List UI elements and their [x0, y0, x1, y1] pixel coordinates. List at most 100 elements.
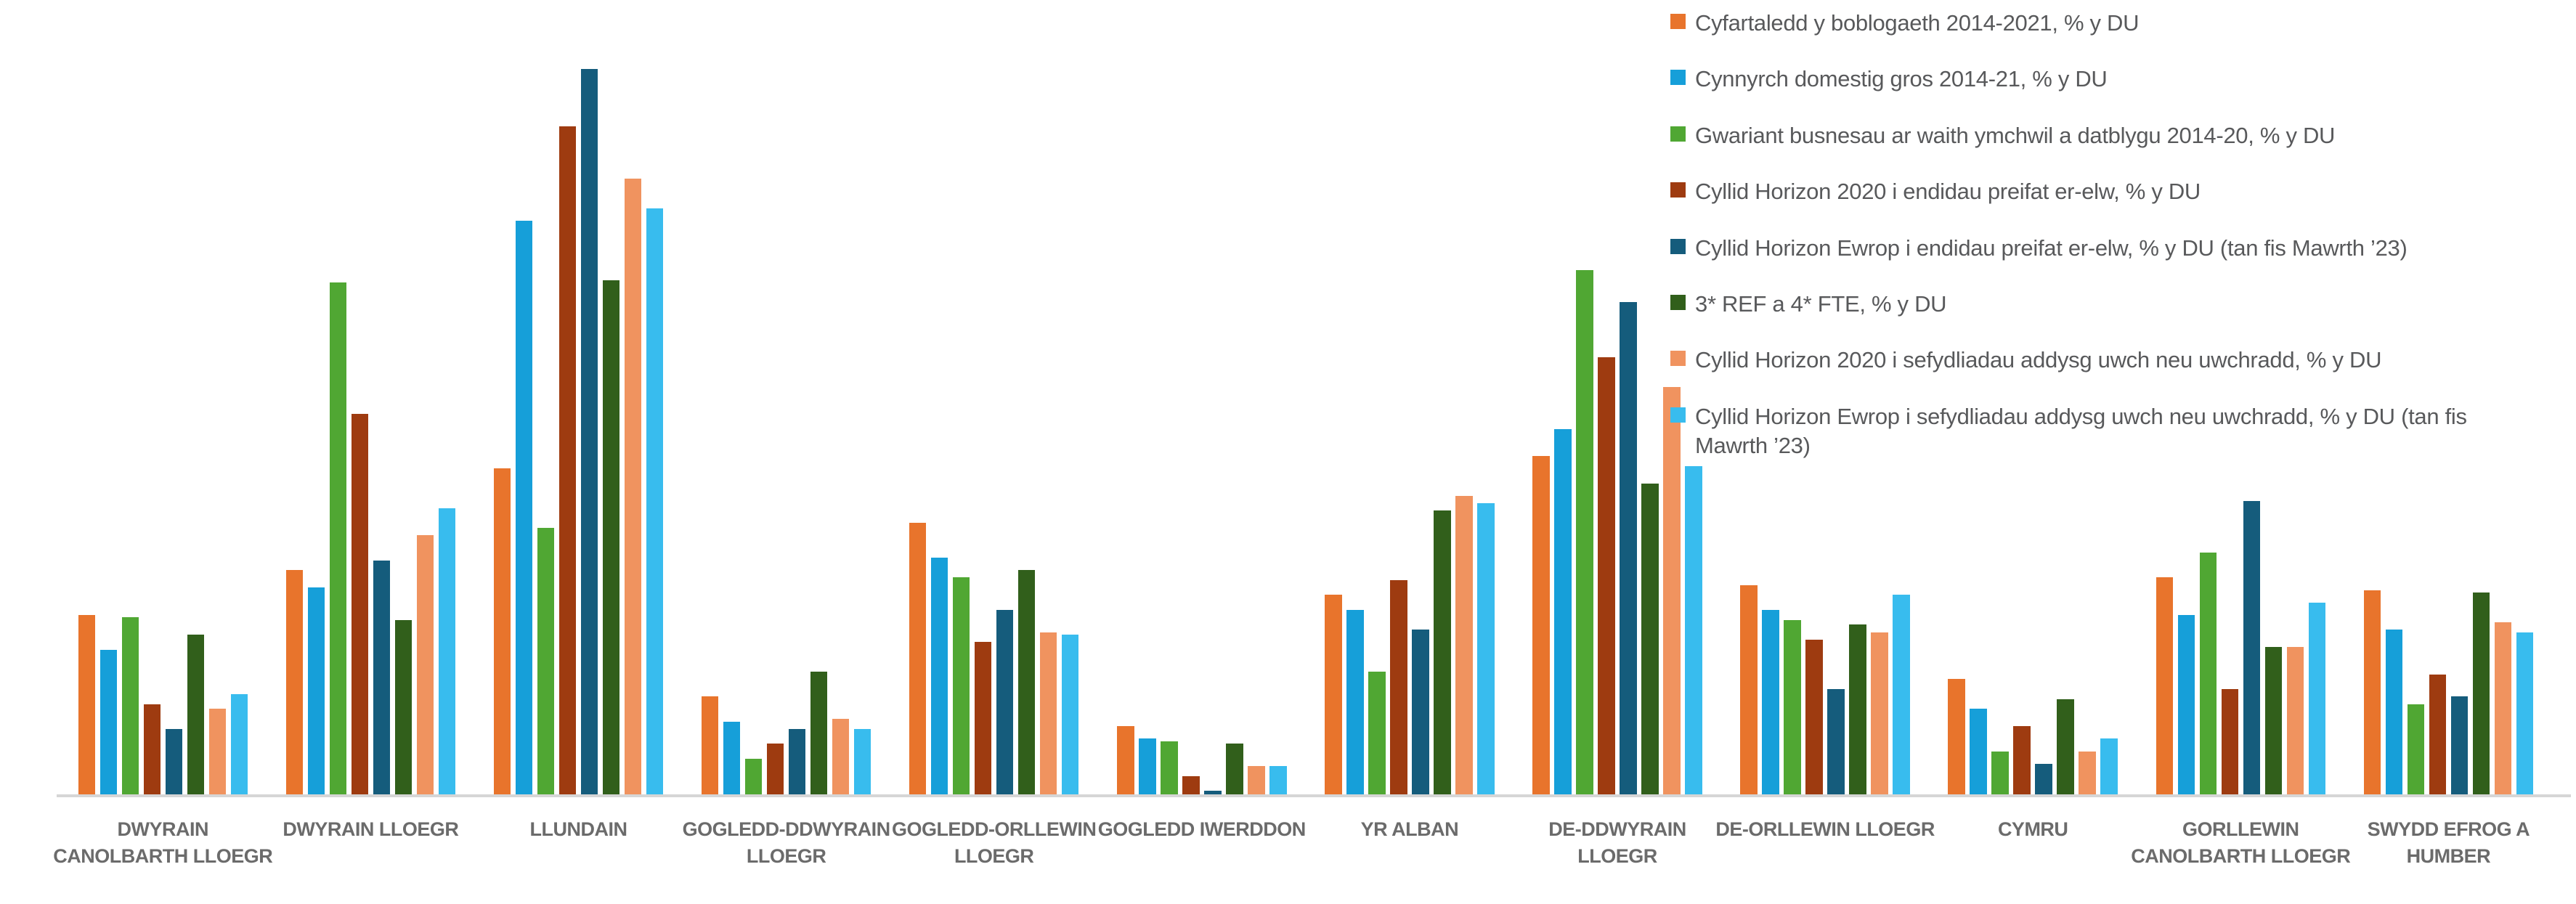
bar-series-7-3 — [624, 179, 642, 796]
x-axis-label: GOGLEDD-DDWYRAIN LLOEGR — [663, 816, 910, 870]
bar-series-6-8 — [1641, 484, 1659, 796]
bar-series-1-6 — [1117, 726, 1134, 796]
legend-label: Cynnyrch domestig gros 2014-21, % y DU — [1695, 66, 2108, 91]
legend-item: Gwariant busnesau ar waith ymchwil a dat… — [1670, 121, 2545, 150]
bar-series-4-11 — [2221, 689, 2239, 796]
bar-series-1-5 — [909, 523, 927, 796]
legend-item: Cynnyrch domestig gros 2014-21, % y DU — [1670, 65, 2545, 94]
legend-swatch-icon — [1670, 407, 1686, 423]
bar-series-1-1 — [78, 615, 96, 796]
bar-series-2-1 — [99, 650, 118, 796]
x-axis-label-line: GORLLEWIN — [2182, 818, 2299, 840]
x-axis-label: DE-DDWYRAIN LLOEGR — [1494, 816, 1741, 870]
bar-series-5-12 — [2450, 696, 2469, 796]
legend-swatch-icon — [1670, 295, 1686, 310]
bar-series-4-12 — [2429, 675, 2447, 796]
bar-series-6-7 — [1434, 510, 1451, 796]
bar-series-8-9 — [1893, 595, 1910, 796]
bar-series-1-9 — [1740, 585, 1758, 796]
bar-series-3-1 — [121, 617, 139, 796]
bar-series-4-8 — [1598, 357, 1615, 796]
bar-series-7-6 — [1248, 766, 1265, 796]
bar-series-7-5 — [1039, 632, 1057, 796]
bar-series-6-4 — [810, 672, 828, 796]
legend-swatch-icon — [1670, 239, 1686, 254]
bar-series-4-9 — [1805, 640, 1823, 796]
x-axis-label-line: GOGLEDD IWERDDON — [1097, 818, 1307, 840]
bar-series-8-2 — [438, 508, 456, 796]
bar-series-6-1 — [187, 635, 205, 796]
legend-label: Cyfartaledd y boblogaeth 2014-2021, % y … — [1695, 10, 2140, 36]
bar-series-5-2 — [373, 561, 391, 796]
bar-series-2-4 — [723, 722, 741, 796]
bar-series-4-10 — [2013, 726, 2031, 796]
bar-series-3-3 — [537, 528, 555, 796]
bar-series-2-5 — [930, 558, 948, 796]
bar-series-8-8 — [1685, 466, 1702, 796]
bar-series-8-5 — [1061, 635, 1079, 796]
bar-series-8-1 — [230, 694, 248, 796]
bar-series-4-5 — [974, 642, 992, 796]
bar-series-5-1 — [165, 729, 183, 796]
bar-series-7-1 — [208, 709, 227, 796]
legend-item: Cyllid Horizon Ewrop i endidau preifat e… — [1670, 234, 2545, 263]
bar-series-3-8 — [1576, 270, 1593, 796]
bar-series-6-9 — [1849, 624, 1866, 796]
bar-series-1-4 — [701, 696, 719, 796]
bar-series-5-7 — [1412, 630, 1429, 796]
bar-series-4-3 — [558, 126, 577, 796]
legend-label: Cyllid Horizon 2020 i sefydliadau addysg… — [1695, 347, 2382, 372]
bar-series-5-10 — [2035, 764, 2052, 796]
x-axis-label: CYMRU — [1909, 816, 2156, 843]
bar-series-5-11 — [2243, 501, 2261, 796]
x-axis-label: GOGLEDD IWERDDON — [1078, 816, 1325, 843]
bar-series-6-3 — [602, 280, 620, 796]
bar-series-7-8 — [1663, 387, 1681, 796]
bar-series-2-8 — [1554, 429, 1572, 796]
x-axis-label-line: LLOEGR — [954, 845, 1034, 867]
bar-series-8-11 — [2308, 603, 2326, 796]
x-axis-label: SWYDD EFROG A HUMBER — [2325, 816, 2572, 870]
bar-series-7-9 — [1871, 632, 1888, 796]
x-axis-label-line: GOGLEDD-ORLLEWIN — [891, 818, 1097, 840]
legend-item: Cyfartaledd y boblogaeth 2014-2021, % y … — [1670, 9, 2545, 38]
bar-series-5-4 — [788, 729, 806, 796]
bar-series-6-2 — [394, 620, 413, 796]
legend-item: Cyllid Horizon 2020 i endidau preifat er… — [1670, 177, 2545, 206]
bar-series-3-2 — [329, 282, 347, 796]
legend-item: Cyllid Horizon Ewrop i sefydliadau addys… — [1670, 402, 2545, 460]
x-axis-label-line: YR ALBAN — [1360, 818, 1459, 840]
bar-series-6-10 — [2057, 699, 2074, 796]
bar-series-2-2 — [307, 587, 325, 796]
bar-series-5-6 — [1204, 791, 1222, 796]
bar-series-2-12 — [2385, 630, 2403, 796]
x-axis-label-line: SWYDD EFROG A — [2367, 818, 2530, 840]
bar-series-1-3 — [493, 468, 511, 796]
legend-item: 3* REF a 4* FTE, % y DU — [1670, 290, 2545, 319]
bar-series-8-12 — [2516, 632, 2534, 796]
x-axis-label-line: LLOEGR — [1577, 845, 1657, 867]
x-axis-label: YR ALBAN — [1286, 816, 1533, 843]
bar-series-2-6 — [1139, 738, 1156, 796]
bar-series-1-8 — [1532, 456, 1550, 796]
x-axis-label-line: HUMBER — [2406, 845, 2491, 867]
bar-series-5-8 — [1620, 302, 1637, 796]
bar-series-3-4 — [744, 759, 763, 796]
legend-swatch-icon — [1670, 351, 1686, 366]
legend-swatch-icon — [1670, 14, 1686, 29]
bar-series-1-11 — [2156, 577, 2174, 796]
bar-series-4-1 — [143, 704, 161, 796]
bar-series-1-10 — [1948, 679, 1965, 796]
bar-series-5-5 — [996, 610, 1014, 796]
x-axis-label-line: DWYRAIN LLOEGR — [283, 818, 459, 840]
x-axis-label-line: DE-DDWYRAIN — [1548, 818, 1686, 840]
bar-series-2-10 — [1970, 709, 1987, 796]
bar-series-2-9 — [1762, 610, 1779, 796]
bar-series-4-2 — [351, 414, 369, 796]
bar-series-8-6 — [1269, 766, 1287, 796]
x-axis-label: DWYRAIN LLOEGR — [247, 816, 494, 843]
x-axis-label: DE-ORLLEWIN LLOEGR — [1702, 816, 1949, 843]
bar-series-3-7 — [1368, 672, 1386, 796]
